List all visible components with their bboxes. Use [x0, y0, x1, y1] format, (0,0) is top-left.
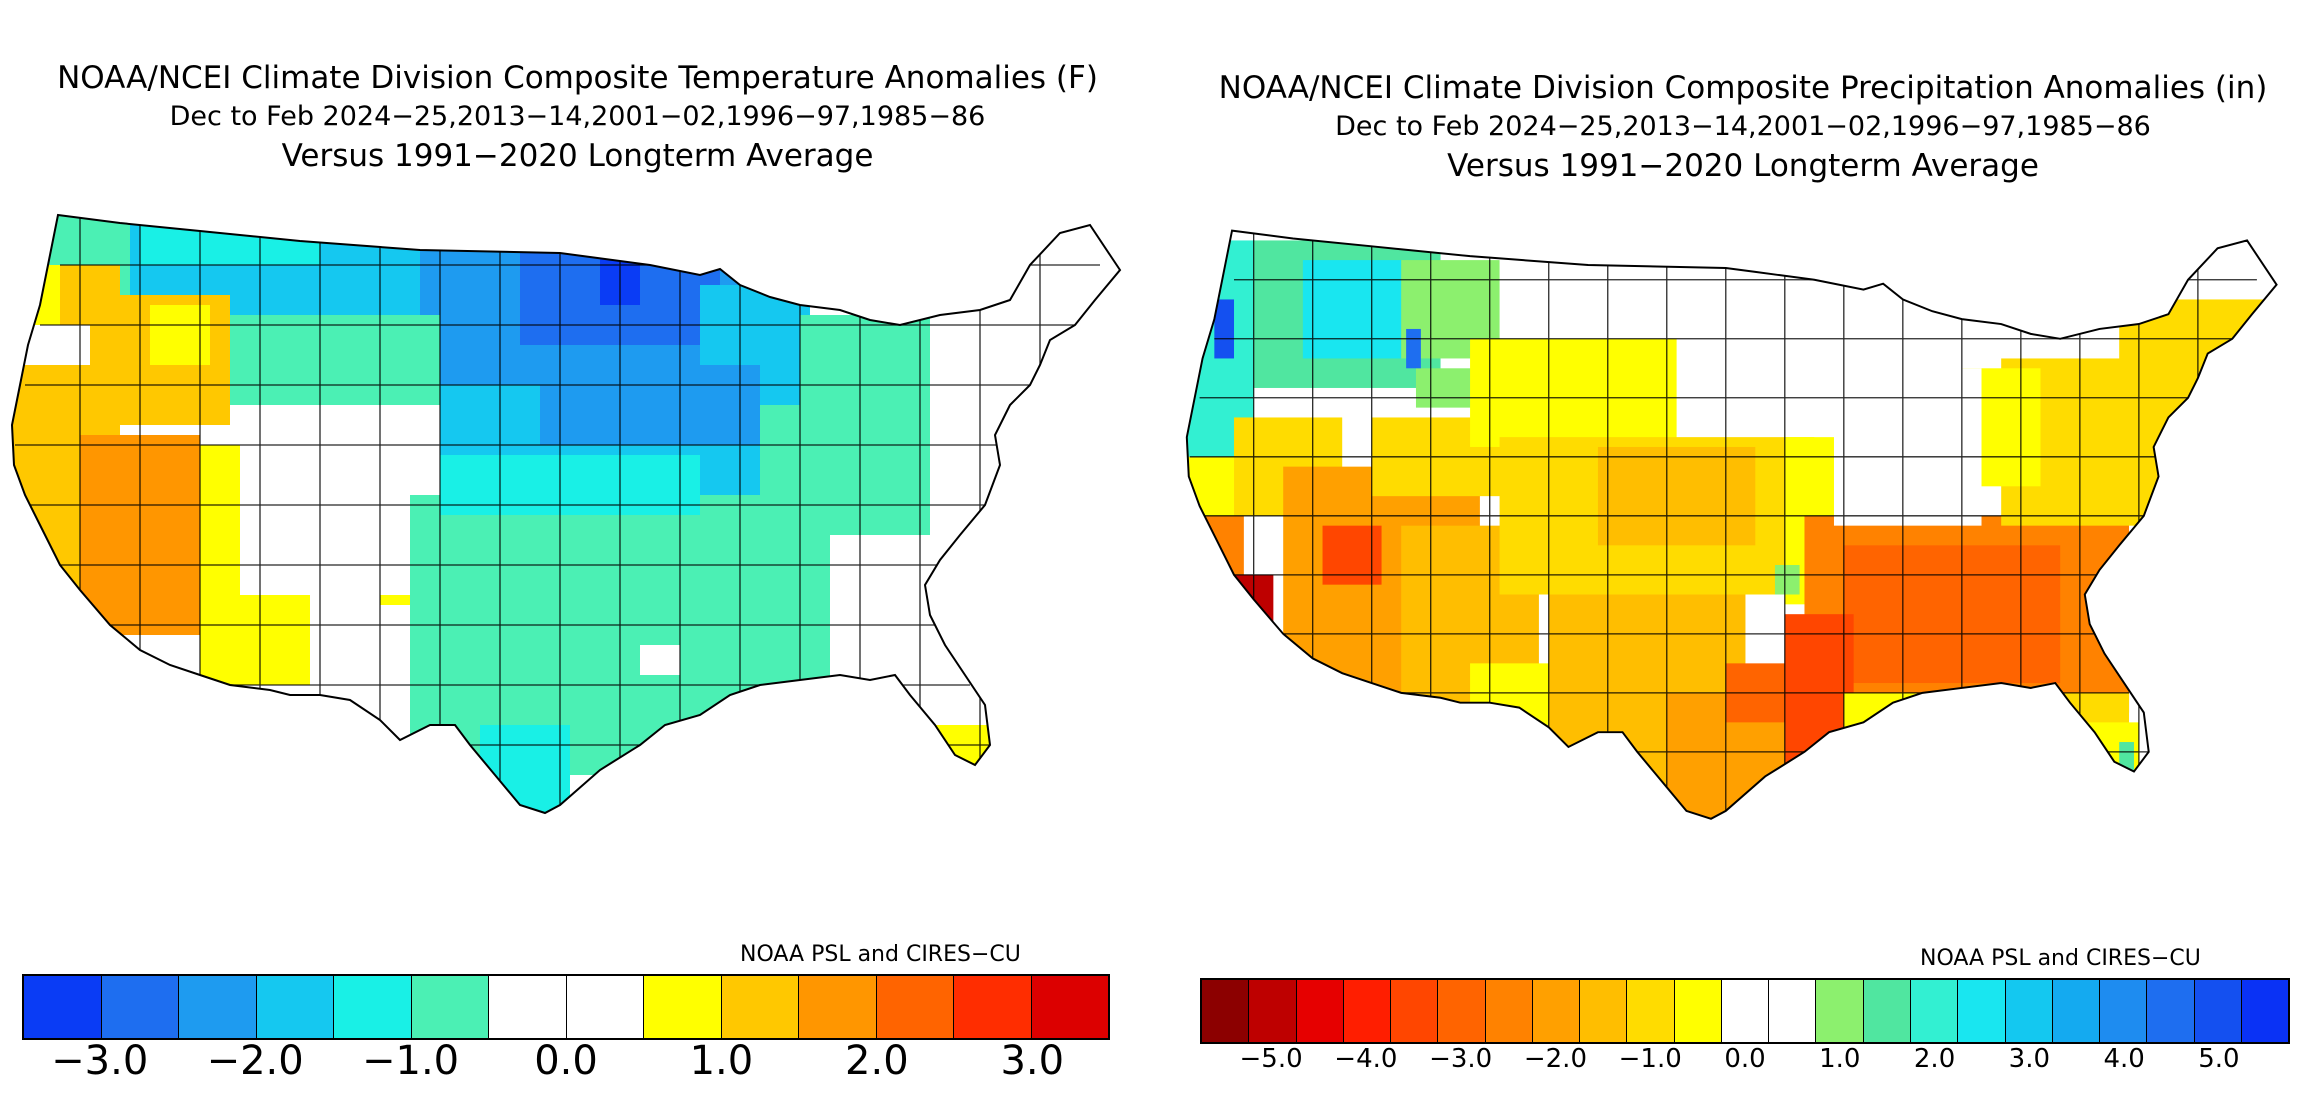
- precipitation-colorbar-ticks: −5.0 −4.0 −3.0 −2.0 −1.0 0.0 1.0 2.0 3.0 4.0 5.0: [1200, 1044, 2290, 1084]
- temperature-title: NOAA/NCEI Climate Division Composite Tem…: [57, 60, 1098, 96]
- precipitation-colorbar-swatch: [1910, 980, 1959, 1042]
- temperature-colorbar-swatch: [644, 976, 722, 1038]
- precipitation-colorbar-swatch: [1769, 980, 1817, 1042]
- precipitation-colorbar-tick-label: −1.0: [1618, 1044, 1682, 1074]
- temperature-colorbar-tick-label: −2.0: [206, 1038, 304, 1084]
- temperature-colorbar-swatch: [256, 976, 334, 1038]
- temperature-colorbar-swatch: [101, 976, 179, 1038]
- temperature-colorbar-swatch: [1031, 976, 1108, 1038]
- precipitation-colorbar: [1200, 978, 2290, 1044]
- precipitation-colorbar-swatch: [1721, 980, 1770, 1042]
- temperature-colorbar-tick-label: 2.0: [845, 1038, 909, 1084]
- temperature-colorbar-swatch: [489, 976, 567, 1038]
- temperature-subtitle-baseline: Versus 1991−2020 Longterm Average: [281, 138, 874, 174]
- precipitation-colorbar-swatch: [1249, 980, 1297, 1042]
- temperature-colorbar-swatch: [179, 976, 257, 1038]
- precipitation-colorbar-swatch: [1343, 980, 1392, 1042]
- precipitation-colorbar-swatch: [1438, 980, 1486, 1042]
- precipitation-colorbar-tick-label: −4.0: [1334, 1044, 1398, 1074]
- precipitation-colorbar-swatch: [1485, 980, 1533, 1042]
- temperature-colorbar-swatch: [954, 976, 1032, 1038]
- precipitation-colorbar-swatch: [1296, 980, 1344, 1042]
- temperature-anomaly-map: [10, 213, 1122, 815]
- precipitation-colorbar-tick-label: −2.0: [1523, 1044, 1587, 1074]
- precipitation-colorbar-tick-label: 1.0: [1819, 1044, 1861, 1074]
- temperature-subtitle-period: Dec to Feb 2024−25,2013−14,2001−02,1996−…: [169, 101, 986, 132]
- precipitation-colorbar-swatch: [1674, 980, 1722, 1042]
- temperature-colorbar-ticks: −3.0 −2.0 −1.0 0.0 1.0 2.0 3.0: [22, 1038, 1110, 1088]
- temperature-colorbar-swatch: [411, 976, 489, 1038]
- temperature-colorbar-swatch: [799, 976, 877, 1038]
- temperature-colorbar-swatch: [721, 976, 799, 1038]
- precipitation-colorbar-swatch: [1816, 980, 1864, 1042]
- temperature-title-block: NOAA/NCEI Climate Division Composite Tem…: [0, 58, 1155, 176]
- precipitation-title: NOAA/NCEI Climate Division Composite Pre…: [1218, 70, 2268, 106]
- precipitation-subtitle-baseline: Versus 1991−2020 Longterm Average: [1447, 148, 2039, 184]
- precipitation-colorbar-swatch: [1627, 980, 1675, 1042]
- precipitation-colorbar-tick-label: 4.0: [2103, 1044, 2145, 1074]
- precipitation-colorbar-swatch: [1391, 980, 1439, 1042]
- temperature-colorbar-swatch: [334, 976, 412, 1038]
- precipitation-anomaly-map: [1185, 229, 2278, 820]
- precipitation-colorbar-swatch: [2241, 980, 2289, 1042]
- temperature-colorbar-swatch: [876, 976, 954, 1038]
- precipitation-credit-label: NOAA PSL and CIRES−CU: [1920, 946, 2201, 971]
- temperature-colorbar-tick-label: −3.0: [51, 1038, 149, 1084]
- precipitation-colorbar-tick-label: 2.0: [1913, 1044, 1956, 1074]
- precipitation-colorbar-tick-label: −3.0: [1429, 1044, 1493, 1074]
- precipitation-subtitle-period: Dec to Feb 2024−25,2013−14,2001−02,1996−…: [1335, 111, 2151, 142]
- precipitation-colorbar-tick-label: 0.0: [1724, 1044, 1766, 1074]
- precipitation-colorbar-swatch: [1580, 980, 1628, 1042]
- temperature-anomaly-panel: NOAA/NCEI Climate Division Composite Tem…: [0, 0, 1155, 1101]
- precipitation-colorbar-tick-label: −5.0: [1239, 1044, 1303, 1074]
- precipitation-colorbar-swatch: [1532, 980, 1581, 1042]
- temperature-colorbar-swatch: [566, 976, 644, 1038]
- precipitation-title-block: NOAA/NCEI Climate Division Composite Pre…: [1175, 68, 2311, 186]
- precipitation-colorbar-swatch: [1202, 980, 1250, 1042]
- precipitation-anomaly-panel: NOAA/NCEI Climate Division Composite Pre…: [1175, 0, 2311, 1101]
- precipitation-colorbar-swatch: [2100, 980, 2148, 1042]
- precipitation-colorbar-swatch: [1958, 980, 2006, 1042]
- precipitation-colorbar-tick-label: 3.0: [2008, 1044, 2051, 1074]
- precipitation-colorbar-swatch: [2147, 980, 2195, 1042]
- temperature-colorbar-swatch: [24, 976, 102, 1038]
- temperature-colorbar-tick-label: 1.0: [689, 1038, 754, 1084]
- temperature-credit-label: NOAA PSL and CIRES−CU: [740, 942, 1021, 967]
- temperature-colorbar-tick-label: 0.0: [534, 1038, 598, 1084]
- precipitation-colorbar-swatch: [2052, 980, 2101, 1042]
- precipitation-colorbar-swatch: [2194, 980, 2242, 1042]
- precipitation-colorbar-tick-label: 5.0: [2198, 1044, 2240, 1074]
- precipitation-colorbar-swatch: [1863, 980, 1911, 1042]
- temperature-colorbar-tick-label: −1.0: [361, 1038, 460, 1084]
- temperature-colorbar: [22, 974, 1110, 1040]
- temperature-colorbar-tick-label: 3.0: [1000, 1038, 1065, 1084]
- precipitation-colorbar-swatch: [2005, 980, 2053, 1042]
